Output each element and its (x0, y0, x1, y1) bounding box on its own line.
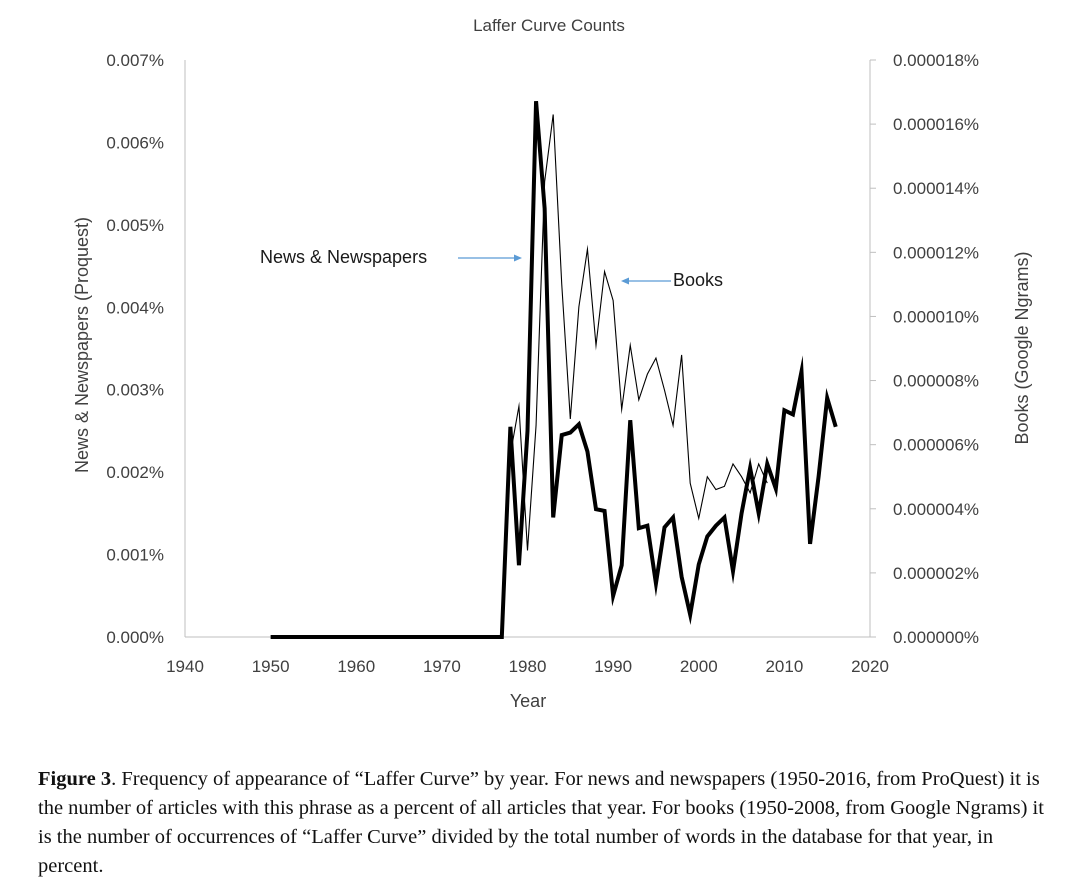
right-y-tick-label: 0.000010% (893, 307, 979, 326)
right-y-tick-label: 0.000008% (893, 372, 979, 391)
series-layer (270, 101, 838, 639)
x-tick-label: 2020 (851, 657, 889, 676)
right-y-tick-label: 0.000006% (893, 436, 979, 455)
left-y-tick-label: 0.007% (106, 51, 164, 70)
left-y-tick-label: 0.006% (106, 133, 164, 152)
books-series-line (509, 114, 768, 551)
x-tick-label: 1960 (337, 657, 375, 676)
right-y-tick-label: 0.000002% (893, 564, 979, 583)
x-tick-label: 1980 (509, 657, 547, 676)
left-y-tick-label: 0.002% (106, 463, 164, 482)
left-y-tick-label: 0.004% (106, 298, 164, 317)
left-y-tick-label: 0.001% (106, 546, 164, 565)
x-tick-label: 1970 (423, 657, 461, 676)
x-tick-label: 1990 (594, 657, 632, 676)
news-series-line (270, 101, 838, 639)
right-y-tick-label: 0.000000% (893, 628, 979, 647)
left-y-tick-label: 0.005% (106, 216, 164, 235)
x-tick-label: 2000 (680, 657, 718, 676)
right-y-tick-label: 0.000014% (893, 179, 979, 198)
right-y-axis-title: Books (Google Ngrams) (1012, 251, 1032, 444)
annotation-news: News & Newspapers (260, 247, 427, 267)
right-y-tick-label: 0.000004% (893, 500, 979, 519)
left-y-tick-label: 0.003% (106, 381, 164, 400)
x-tick-label: 1940 (166, 657, 204, 676)
annotation-news-arrowhead (514, 254, 522, 262)
laffer-curve-chart: Laffer Curve Counts Year News & Newspape… (72, 16, 1032, 711)
figure-caption-text: . Frequency of appearance of “Laffer Cur… (38, 768, 1044, 877)
figure-label: Figure 3 (38, 768, 112, 790)
right-y-tick-label: 0.000012% (893, 243, 979, 262)
axes-layer: 1940 1950 1960 1970 1980 1990 2000 2010 20200.00… (106, 51, 979, 676)
right-y-tick-label: 0.000018% (893, 51, 979, 70)
x-tick-label: 2010 (765, 657, 803, 676)
annotation-layer: News & Newspapers Books (260, 247, 723, 290)
annotation-books: Books (673, 270, 723, 290)
x-tick-label: 1950 (252, 657, 290, 676)
right-y-tick-label: 0.000016% (893, 115, 979, 134)
left-y-tick-label: 0.000% (106, 628, 164, 647)
figure-caption: Figure 3. Frequency of appearance of “La… (38, 765, 1058, 881)
left-y-axis-title: News & Newspapers (Proquest) (72, 217, 92, 473)
annotation-books-arrowhead (621, 277, 629, 285)
x-axis-title: Year (510, 691, 546, 711)
chart-title: Laffer Curve Counts (473, 16, 625, 35)
